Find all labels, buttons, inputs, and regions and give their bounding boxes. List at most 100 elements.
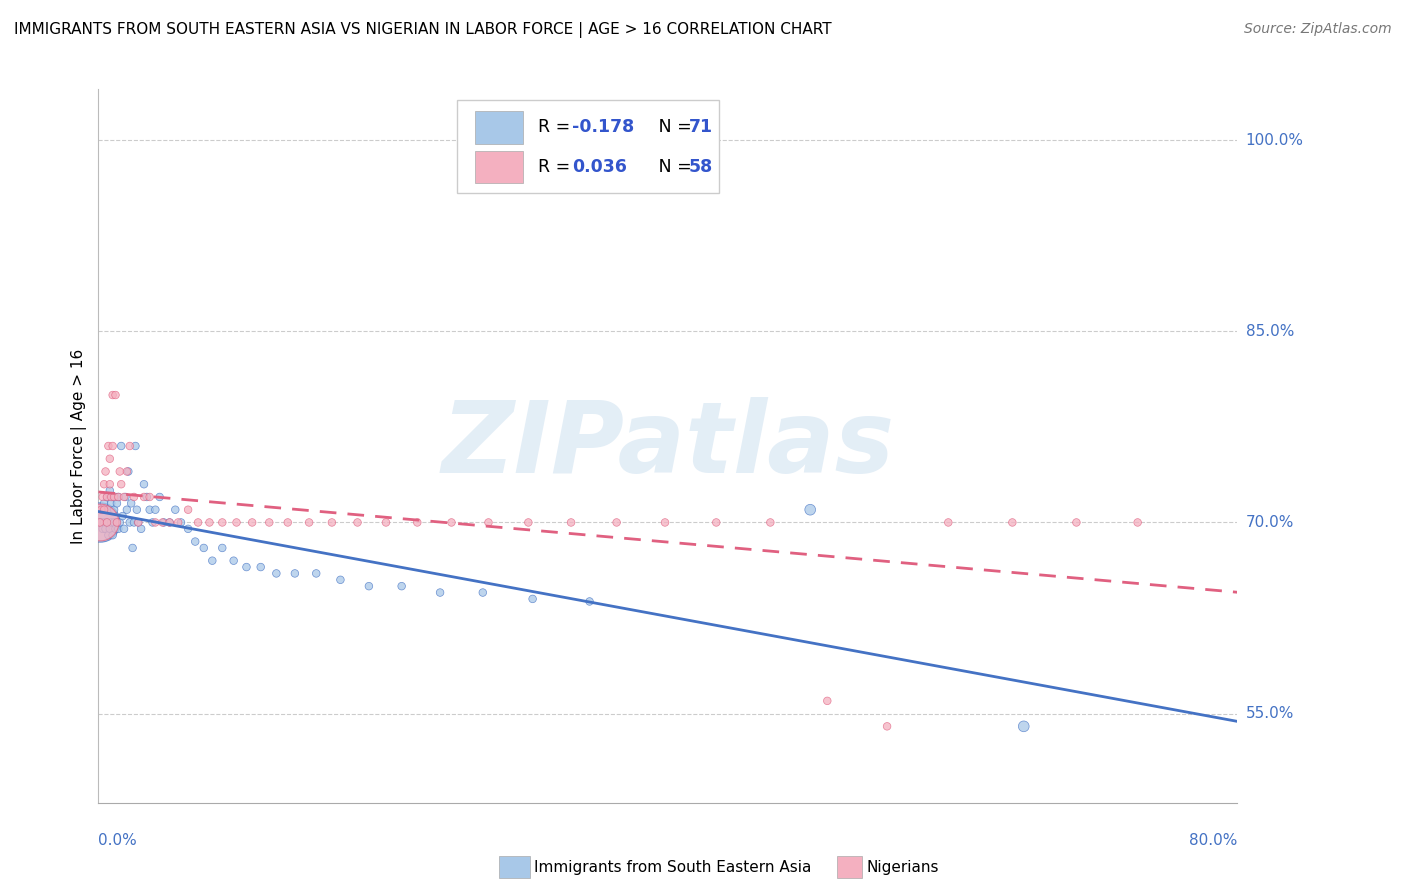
Point [91, 502, 114, 516]
Point [100, 496, 122, 510]
Point [193, 541, 215, 555]
Point [159, 516, 181, 530]
Point [440, 516, 463, 530]
Point [93, 502, 115, 516]
Point [165, 502, 187, 516]
Point [114, 490, 136, 504]
Point [98, 483, 121, 498]
Point [1001, 516, 1024, 530]
Point [125, 502, 148, 516]
Point [471, 585, 494, 599]
Point [98, 522, 121, 536]
Text: Immigrants from South Eastern Asia: Immigrants from South Eastern Asia [534, 860, 811, 874]
Point [100, 516, 122, 530]
Point [759, 516, 782, 530]
Point [346, 516, 368, 530]
Point [222, 554, 245, 568]
Point [97, 439, 120, 453]
Point [117, 465, 139, 479]
Point [115, 465, 138, 479]
Point [93, 496, 115, 510]
Text: ZIPatlas: ZIPatlas [441, 398, 894, 494]
Point [107, 490, 129, 504]
Point [177, 522, 200, 536]
Point [145, 516, 167, 530]
Point [122, 490, 145, 504]
Point [91, 490, 114, 504]
Point [101, 490, 124, 504]
Point [1126, 516, 1149, 530]
Point [159, 516, 181, 530]
Point [138, 490, 160, 504]
Text: 71: 71 [689, 119, 713, 136]
Point [477, 516, 499, 530]
Point [101, 388, 124, 402]
Text: 85.0%: 85.0% [1246, 324, 1294, 339]
Point [375, 516, 398, 530]
Point [103, 516, 125, 530]
Point [149, 490, 172, 504]
Point [104, 522, 127, 536]
Point [211, 541, 233, 555]
Point [240, 516, 263, 530]
Point [211, 516, 233, 530]
Text: 100.0%: 100.0% [1246, 133, 1303, 148]
Point [560, 516, 582, 530]
Point [177, 502, 200, 516]
Point [391, 579, 413, 593]
Point [94, 465, 117, 479]
Point [1066, 516, 1088, 530]
Point [108, 516, 131, 530]
Point [108, 465, 131, 479]
Y-axis label: In Labor Force | Age > 16: In Labor Force | Age > 16 [72, 349, 87, 543]
Point [89, 516, 111, 530]
Point [654, 516, 676, 530]
Text: -0.178: -0.178 [572, 119, 634, 136]
Point [93, 516, 115, 530]
Text: 80.0%: 80.0% [1189, 833, 1237, 848]
Point [167, 516, 190, 530]
Point [201, 554, 224, 568]
Point [104, 388, 127, 402]
Point [91, 522, 114, 536]
Point [107, 490, 129, 504]
Point [135, 490, 157, 504]
Point [145, 502, 167, 516]
Point [90, 516, 112, 530]
Point [96, 516, 118, 530]
Point [96, 490, 118, 504]
Point [249, 560, 271, 574]
Point [305, 566, 328, 581]
Point [138, 502, 160, 516]
Point [110, 439, 132, 453]
Text: R =: R = [538, 119, 576, 136]
Point [121, 541, 143, 555]
Point [152, 516, 174, 530]
Point [277, 516, 299, 530]
Text: R =: R = [538, 158, 576, 176]
Point [124, 439, 146, 453]
Point [429, 585, 451, 599]
Point [107, 522, 129, 536]
Point [103, 490, 125, 504]
Text: 55.0%: 55.0% [1246, 706, 1294, 721]
Point [704, 516, 727, 530]
Point [357, 579, 380, 593]
Text: Nigerians: Nigerians [866, 860, 939, 874]
Point [115, 502, 138, 516]
Point [127, 516, 149, 530]
Text: 70.0%: 70.0% [1246, 515, 1294, 530]
Point [89, 516, 111, 530]
Point [153, 516, 176, 530]
Point [606, 516, 628, 530]
Text: IMMIGRANTS FROM SOUTH EASTERN ASIA VS NIGERIAN IN LABOR FORCE | AGE > 16 CORRELA: IMMIGRANTS FROM SOUTH EASTERN ASIA VS NI… [14, 22, 832, 38]
Point [876, 719, 898, 733]
Point [517, 516, 540, 530]
Point [120, 496, 142, 510]
Text: 0.0%: 0.0% [98, 833, 138, 848]
Point [97, 502, 120, 516]
Point [127, 516, 149, 530]
Point [184, 534, 207, 549]
Point [1012, 719, 1035, 733]
Point [96, 490, 118, 504]
